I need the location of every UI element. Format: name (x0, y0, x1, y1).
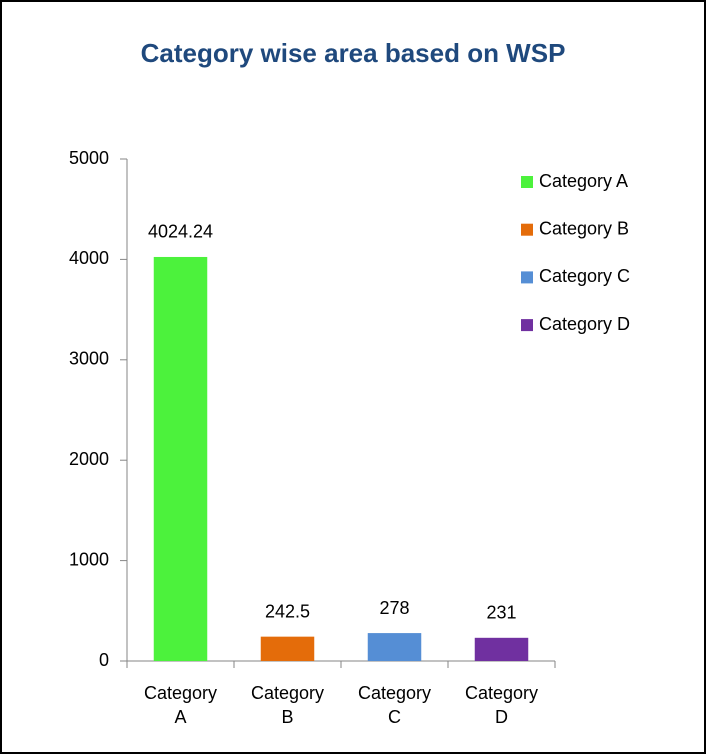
chart-title: Category wise area based on WSP (141, 38, 566, 68)
bar (260, 636, 315, 661)
bar (367, 633, 422, 661)
x-tick-label: Category A (143, 683, 218, 727)
x-tick-label: Category B (250, 683, 325, 727)
legend-swatch (521, 176, 533, 188)
legend-swatch (521, 271, 533, 284)
legend-label: Category B (539, 218, 629, 238)
y-tick-label: 0 (99, 650, 109, 670)
x-tick-label: Category C (357, 683, 432, 727)
legend-label: Category D (539, 314, 630, 334)
data-label: 4024.24 (148, 222, 213, 242)
bar (153, 256, 208, 661)
legend-label: Category A (539, 171, 628, 191)
y-tick-label: 3000 (69, 349, 109, 369)
legend-swatch (521, 223, 533, 236)
y-tick-label: 2000 (69, 449, 109, 469)
y-tick-label: 1000 (69, 549, 109, 569)
bar (474, 637, 529, 661)
data-label: 231 (486, 603, 516, 623)
legend-swatch (521, 319, 533, 332)
y-tick-label: 4000 (69, 248, 109, 268)
y-tick-label: 5000 (69, 148, 109, 168)
data-label: 242.5 (265, 601, 310, 621)
x-tick-label: Category D (464, 683, 539, 727)
data-label: 278 (379, 598, 409, 618)
legend-label: Category C (539, 266, 630, 286)
